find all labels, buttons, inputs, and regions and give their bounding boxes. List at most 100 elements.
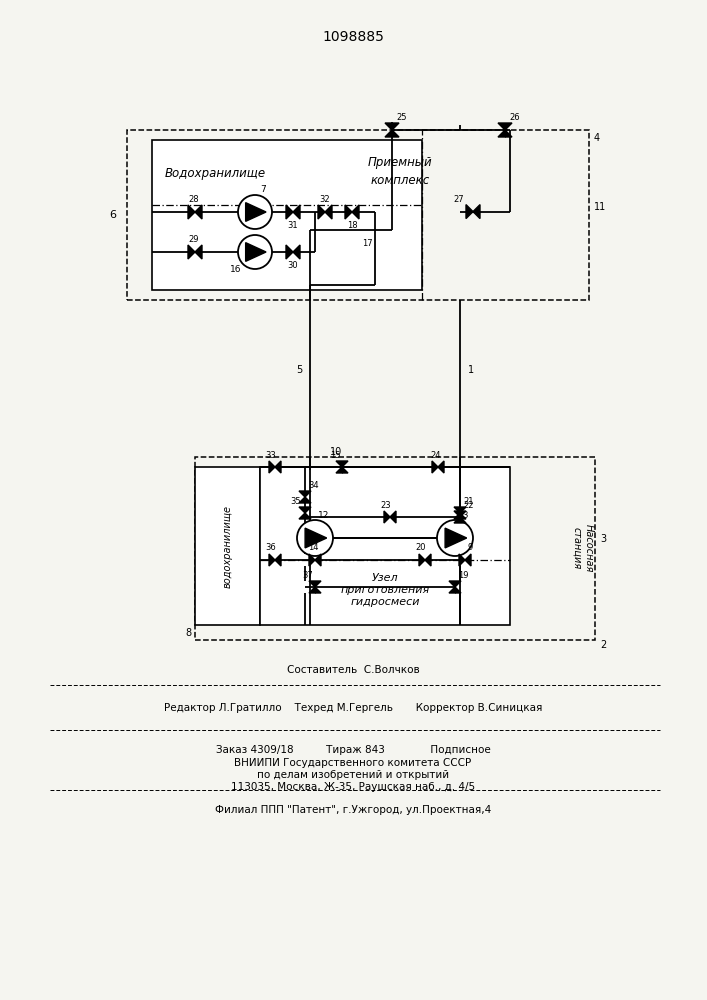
Text: 14: 14: [308, 544, 318, 552]
Text: приготовления: приготовления: [340, 585, 430, 595]
Text: 19: 19: [458, 570, 469, 580]
Text: Составитель  С.Волчков: Составитель С.Волчков: [286, 665, 419, 675]
Polygon shape: [345, 205, 352, 219]
Polygon shape: [309, 554, 315, 566]
Polygon shape: [188, 245, 195, 259]
Polygon shape: [432, 461, 438, 473]
Circle shape: [238, 195, 272, 229]
Text: комплекс: комплекс: [370, 174, 430, 187]
Text: Редактор Л.Гратилло    Техред М.Гергель       Корректор В.Синицкая: Редактор Л.Гратилло Техред М.Гергель Кор…: [164, 703, 542, 713]
Polygon shape: [352, 205, 359, 219]
Circle shape: [297, 520, 333, 556]
Polygon shape: [195, 205, 202, 219]
Text: 26: 26: [509, 113, 520, 122]
Polygon shape: [299, 497, 311, 503]
Polygon shape: [449, 581, 461, 587]
Text: водохранилище: водохранилище: [223, 504, 233, 587]
Text: 11: 11: [594, 202, 606, 212]
Text: 25: 25: [396, 113, 407, 122]
Text: 34: 34: [308, 481, 319, 489]
Circle shape: [238, 235, 272, 269]
Bar: [195, 467, 260, 625]
Bar: [260, 467, 510, 625]
Polygon shape: [269, 461, 275, 473]
Text: 6: 6: [109, 210, 116, 220]
Polygon shape: [269, 554, 275, 566]
Text: Приемный: Приемный: [368, 156, 432, 169]
Polygon shape: [466, 205, 473, 219]
Polygon shape: [299, 507, 311, 513]
Text: гидросмеси: гидросмеси: [350, 597, 420, 607]
Polygon shape: [445, 528, 467, 548]
Text: 29: 29: [188, 235, 199, 244]
Polygon shape: [336, 467, 348, 473]
Text: 28: 28: [188, 196, 199, 205]
Text: 32: 32: [319, 196, 329, 205]
Polygon shape: [454, 517, 466, 523]
Text: 1098885: 1098885: [322, 30, 384, 44]
Polygon shape: [454, 507, 466, 513]
Text: 1: 1: [468, 365, 474, 375]
Text: 35: 35: [290, 496, 300, 506]
Text: Насосная
станция: Насосная станция: [572, 524, 594, 573]
Text: 24: 24: [430, 450, 440, 460]
Circle shape: [437, 520, 473, 556]
Text: 15: 15: [330, 450, 341, 460]
Text: 12: 12: [318, 510, 329, 520]
Text: 18: 18: [347, 221, 358, 230]
Text: 4: 4: [594, 133, 600, 143]
Polygon shape: [454, 513, 466, 519]
Bar: [127, 130, 589, 300]
Polygon shape: [336, 461, 348, 467]
Text: 2: 2: [600, 640, 606, 650]
Text: Узел: Узел: [372, 573, 398, 583]
Text: 20: 20: [415, 544, 426, 552]
Text: по делам изобретений и открытий: по делам изобретений и открытий: [257, 770, 449, 780]
Polygon shape: [293, 205, 300, 219]
Text: 8: 8: [185, 628, 191, 638]
Polygon shape: [498, 123, 512, 130]
Polygon shape: [275, 554, 281, 566]
Polygon shape: [384, 511, 390, 523]
Text: 30: 30: [287, 260, 298, 269]
Polygon shape: [286, 205, 293, 219]
Polygon shape: [195, 245, 202, 259]
Text: 23: 23: [380, 500, 391, 510]
Text: 27: 27: [453, 195, 464, 204]
Polygon shape: [245, 203, 266, 221]
Polygon shape: [498, 130, 512, 137]
Text: Водохранилище: Водохранилище: [165, 166, 266, 180]
Polygon shape: [325, 205, 332, 219]
Text: 9: 9: [468, 544, 473, 552]
Text: 3: 3: [600, 534, 606, 544]
Polygon shape: [459, 554, 465, 566]
Text: 37: 37: [302, 570, 312, 580]
Bar: [152, 140, 422, 290]
Polygon shape: [454, 511, 466, 517]
Text: 17: 17: [362, 239, 373, 248]
Text: 21: 21: [463, 496, 474, 506]
Text: 7: 7: [260, 186, 266, 194]
Text: Заказ 4309/18          Тираж 843              Подписное: Заказ 4309/18 Тираж 843 Подписное: [216, 745, 491, 755]
Polygon shape: [315, 554, 321, 566]
Polygon shape: [385, 123, 399, 130]
Polygon shape: [275, 461, 281, 473]
Polygon shape: [309, 587, 321, 593]
Text: 10: 10: [330, 447, 342, 457]
Polygon shape: [293, 245, 300, 259]
Polygon shape: [419, 554, 425, 566]
Polygon shape: [318, 205, 325, 219]
Polygon shape: [390, 511, 396, 523]
Polygon shape: [473, 205, 480, 219]
Polygon shape: [299, 513, 311, 519]
Text: 5: 5: [296, 365, 303, 375]
Polygon shape: [245, 243, 266, 261]
Text: 13: 13: [458, 510, 469, 520]
Text: 22: 22: [463, 500, 474, 510]
Polygon shape: [305, 528, 327, 548]
Polygon shape: [438, 461, 444, 473]
Text: Филиал ППП "Патент", г.Ужгород, ул.Проектная,4: Филиал ППП "Патент", г.Ужгород, ул.Проек…: [215, 805, 491, 815]
Text: 31: 31: [287, 221, 298, 230]
Polygon shape: [286, 245, 293, 259]
Text: 36: 36: [265, 544, 276, 552]
